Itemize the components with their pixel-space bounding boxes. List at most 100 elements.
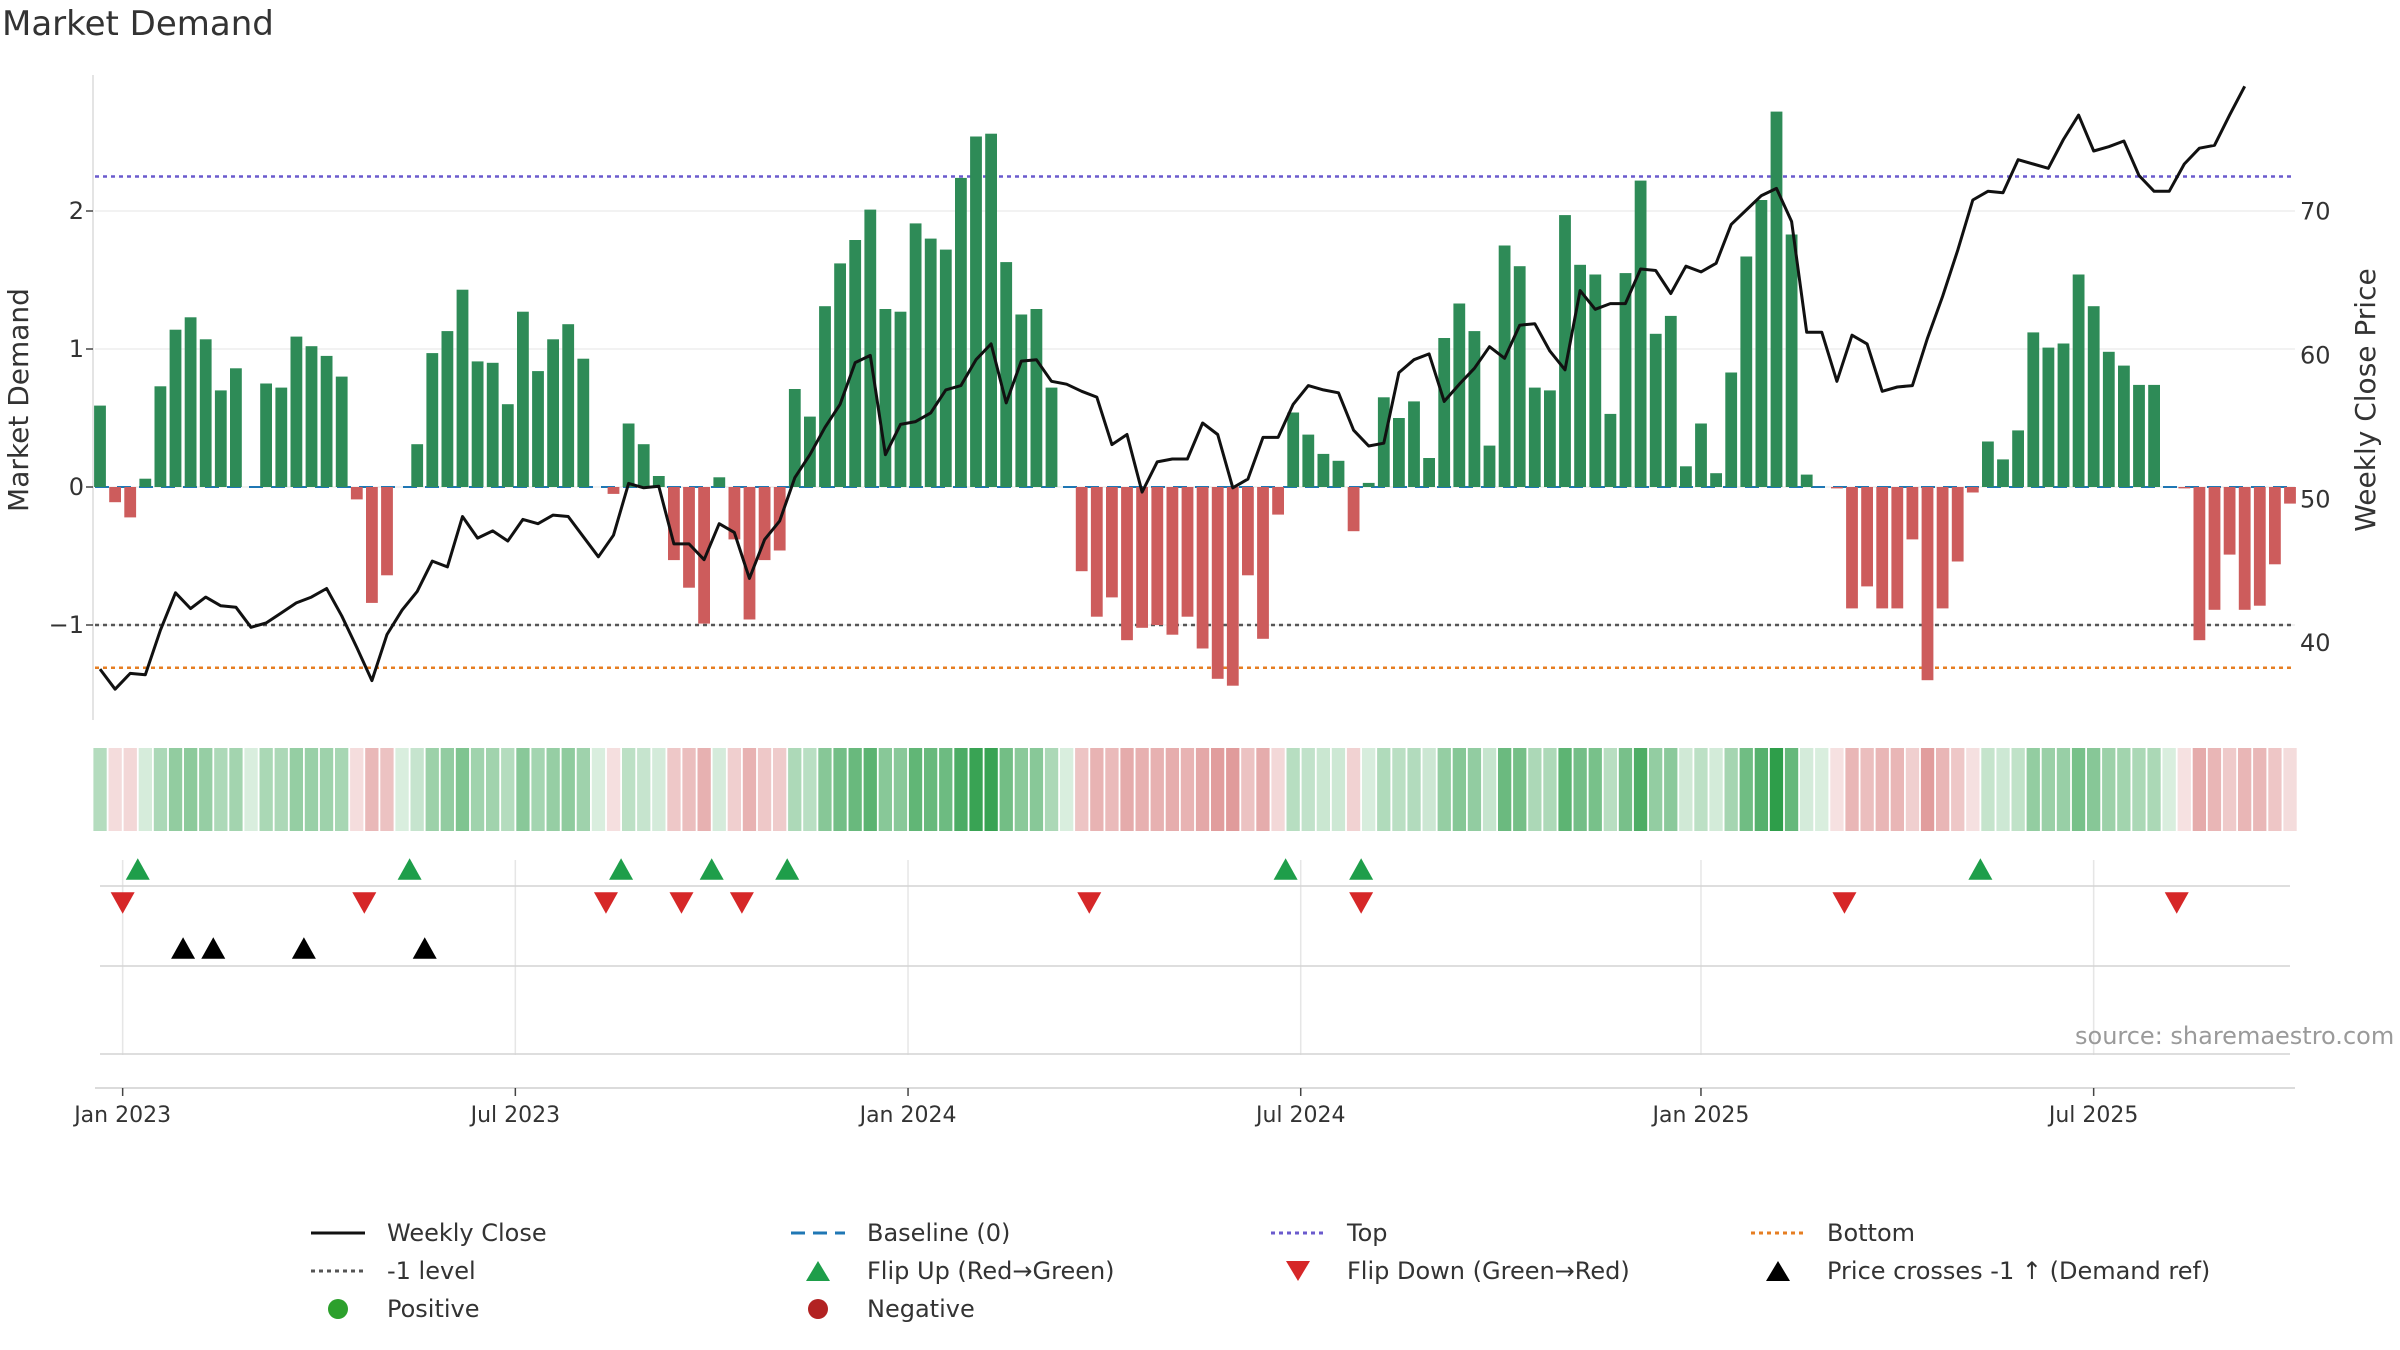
heatmap-cell [2011, 748, 2025, 831]
heatmap-cell [1467, 748, 1482, 831]
demand-bar [124, 487, 137, 518]
demand-bar [2178, 487, 2191, 489]
heatmap-cell [1649, 748, 1663, 831]
heatmap-cell [1588, 748, 1602, 831]
demand-bar [1015, 314, 1028, 487]
y2-tick-label: 50 [2300, 485, 2331, 513]
heatmap-cell [259, 748, 273, 831]
flip-up-marker [1349, 858, 1374, 880]
heatmap-cell [984, 748, 998, 831]
demand-bar [1966, 487, 1979, 493]
legend-item: Flip Down (Green→Red) [1265, 1253, 1630, 1289]
heatmap-cell [1090, 748, 1104, 831]
flip-down-marker [110, 892, 135, 914]
heatmap-cell [622, 748, 636, 831]
demand-bar [2148, 384, 2160, 487]
heatmap-cell [380, 748, 394, 831]
demand-bar [713, 477, 726, 487]
heatmap-cell [199, 748, 213, 831]
demand-bar [214, 390, 227, 487]
heatmap-cell [2056, 748, 2071, 831]
demand-bar [1226, 487, 1239, 686]
heatmap-cell [803, 748, 817, 831]
demand-bar [1272, 487, 1284, 515]
demand-bar [1936, 487, 1949, 609]
legend-label: -1 level [387, 1257, 476, 1285]
demand-bar [426, 353, 439, 487]
x-tick-label: Jul 2025 [2047, 1103, 2139, 1128]
demand-bar [517, 311, 529, 487]
demand-bar [1000, 262, 1013, 487]
heatmap-cell [1498, 748, 1512, 831]
demand-bar [2087, 306, 2100, 487]
heatmap-cell [546, 748, 560, 831]
legend-symbol [1286, 1261, 1310, 1281]
heatmap-cell [818, 748, 832, 831]
heatmap-cell [486, 748, 500, 831]
demand-bar [652, 476, 665, 487]
demand-bar [441, 331, 454, 487]
legend-symbol [808, 1299, 828, 1319]
demand-bar [199, 339, 212, 487]
y-tick-label: 1 [69, 335, 84, 363]
legend-item: Flip Up (Red→Green) [785, 1253, 1115, 1289]
x-tick-label: Jul 2024 [1254, 1103, 1346, 1128]
demand-bar [2042, 347, 2055, 487]
legend-label: Bottom [1827, 1219, 1916, 1247]
heatmap-cell [123, 748, 137, 831]
heatmap-cell [1830, 748, 1844, 831]
demand-bar [2133, 384, 2145, 487]
heatmap-cell [1422, 748, 1436, 831]
demand-bar [1634, 180, 1647, 487]
legend-label: Flip Down (Green→Red) [1347, 1257, 1630, 1285]
demand-bar [366, 487, 378, 603]
heatmap-cell [924, 748, 938, 831]
heatmap-cell [2253, 748, 2267, 831]
heatmap-cell [2222, 748, 2237, 831]
heatmap-cell [395, 748, 409, 831]
legend-item: Bottom [1745, 1215, 1915, 1251]
legend-label: Positive [387, 1295, 480, 1323]
heatmap-cell [2147, 748, 2161, 831]
demand-bar [1211, 487, 1224, 679]
heatmap-cell [335, 748, 349, 831]
heatmap-cell [2238, 748, 2252, 831]
heatmap-cell [1860, 748, 1874, 831]
heatmap-cell [1135, 748, 1149, 831]
demand-bar [532, 371, 544, 487]
heatmap-cell [1920, 748, 1935, 831]
demand-bar [1453, 303, 1466, 487]
demand-bar [864, 209, 877, 487]
heatmap-cell [1362, 748, 1376, 831]
heatmap-cell [712, 748, 726, 831]
heatmap-cell [1211, 748, 1225, 831]
heatmap-cell [501, 748, 515, 831]
demand-bar [562, 324, 575, 487]
heatmap-cell [1905, 748, 1920, 831]
heatmap-cell [788, 748, 802, 831]
heatmap-cell [2283, 748, 2297, 831]
flip-up-marker [609, 858, 634, 880]
heatmap-cell [757, 748, 772, 831]
heatmap-cell [1845, 748, 1859, 831]
heatmap-cell [878, 748, 892, 831]
demand-bar [320, 355, 333, 487]
flip-up-marker [1273, 858, 1298, 880]
heatmap-cell [365, 748, 379, 831]
demand-bar [411, 444, 424, 487]
heatmap-cell [908, 748, 923, 831]
demand-bar [1242, 487, 1254, 576]
heatmap-cell [2102, 748, 2116, 831]
heatmap-cell [727, 748, 741, 831]
legend-label: Baseline (0) [867, 1219, 1011, 1247]
heatmap-cell [425, 748, 439, 831]
flip-down-marker [729, 892, 754, 914]
demand-bar [1589, 274, 1602, 487]
demand-bar [2102, 351, 2115, 487]
demand-bar [1362, 482, 1375, 487]
heatmap-cell [1392, 748, 1406, 831]
demand-bars [94, 111, 2296, 686]
demand-bar [1317, 453, 1330, 487]
legend-symbol [806, 1261, 830, 1281]
demand-bar [1468, 331, 1481, 487]
